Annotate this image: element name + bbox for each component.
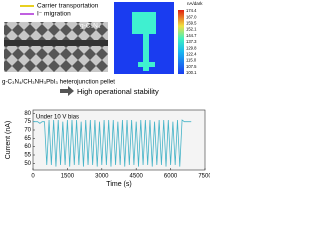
- colorbar-tick: 137.3: [186, 39, 197, 44]
- y-tick-label: 75: [24, 119, 31, 125]
- layer-label: g-C₃N₄: [80, 23, 101, 30]
- arrow: [60, 86, 74, 96]
- y-tick-label: 70: [24, 128, 31, 134]
- gcn-layer: [4, 40, 108, 46]
- arrow-label: High operational stability: [77, 87, 159, 96]
- x-tick-label: 4500: [130, 174, 144, 180]
- schematic: Carrier transportation I⁻ migration g-C₃…: [2, 3, 115, 86]
- x-tick-label: 0: [31, 174, 35, 180]
- colorbar-tick: 100.1: [186, 70, 197, 75]
- map-shape: [132, 12, 156, 71]
- x-tick-label: 3000: [95, 174, 109, 180]
- colorbar-tick: 159.5: [186, 21, 197, 26]
- colorbar-tick: 107.5: [186, 64, 197, 69]
- figure: Carrier transportation I⁻ migration g-C₃…: [2, 1, 212, 188]
- y-tick-label: 65: [24, 136, 31, 142]
- colorbar-tick: 144.7: [186, 33, 197, 38]
- y-tick-label: 80: [24, 111, 31, 117]
- data-line: [33, 119, 192, 167]
- legend-text: Carrier transportation: [37, 3, 99, 10]
- colorbar-title: nA/dark: [187, 1, 203, 6]
- x-axis-label: Time (s): [106, 181, 131, 188]
- colorbar-tick: 174.4: [186, 8, 197, 13]
- y-tick-label: 60: [24, 144, 31, 150]
- y-tick-label: 50: [24, 161, 31, 167]
- legend-text: I⁻ migration: [37, 11, 71, 18]
- x-tick-label: 7500: [198, 174, 210, 180]
- y-axis-label: Current (nA): [5, 121, 12, 160]
- x-tick-label: 1500: [61, 174, 75, 180]
- colorbar-tick: 122.4: [186, 52, 197, 57]
- y-tick-label: 55: [24, 153, 31, 159]
- current-map: nA/dark 174.4167.0159.5152.1144.7137.312…: [114, 1, 203, 75]
- colorbar: [178, 10, 184, 74]
- colorbar-tick: 129.8: [186, 45, 197, 50]
- annotation: Under 10 V bias: [36, 115, 79, 121]
- caption: g-C₃N₄/CH₃NH₃PbI₃ heterojunction pellet: [2, 79, 115, 86]
- colorbar-tick: 115.0: [186, 58, 197, 63]
- x-tick-label: 6000: [164, 174, 178, 180]
- colorbar-tick: 152.1: [186, 27, 197, 32]
- colorbar-tick: 167.0: [186, 14, 197, 19]
- perovskite-lattice: [4, 22, 108, 72]
